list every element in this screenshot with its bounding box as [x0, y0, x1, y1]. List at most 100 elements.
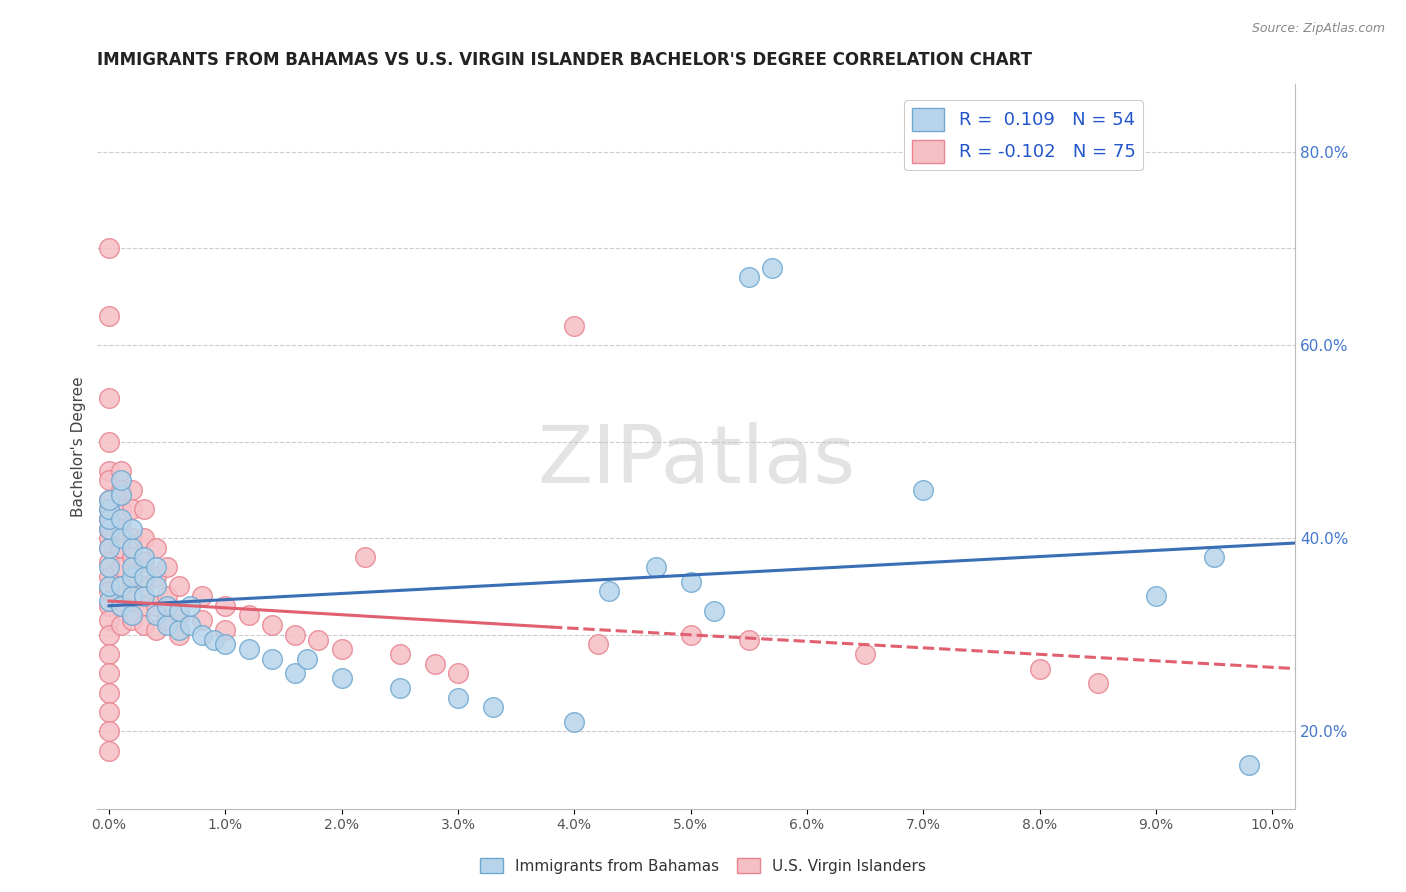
Point [1087, 676, 1109, 690]
Point [121, 589, 143, 603]
Point [562, 318, 585, 333]
Point [738, 632, 761, 647]
Point [98, 502, 121, 516]
Point [191, 589, 214, 603]
Point [98, 579, 121, 593]
Point [167, 623, 190, 637]
Point [98, 705, 121, 719]
Text: IMMIGRANTS FROM BAHAMAS VS U.S. VIRGIN ISLANDER BACHELOR'S DEGREE CORRELATION CH: IMMIGRANTS FROM BAHAMAS VS U.S. VIRGIN I… [97, 51, 1032, 69]
Point [98, 492, 121, 507]
Point [98, 584, 121, 599]
Point [912, 483, 935, 497]
Point [156, 589, 179, 603]
Point [110, 579, 132, 593]
Point [132, 589, 155, 603]
Point [156, 613, 179, 627]
Point [145, 570, 167, 584]
Point [110, 483, 132, 497]
Point [423, 657, 446, 671]
Point [98, 473, 121, 487]
Point [110, 531, 132, 545]
Point [98, 512, 121, 526]
Point [98, 647, 121, 661]
Point [110, 473, 132, 487]
Legend: R =  0.109   N = 54, R = -0.102   N = 75: R = 0.109 N = 54, R = -0.102 N = 75 [904, 101, 1143, 170]
Point [853, 647, 876, 661]
Point [738, 270, 761, 285]
Point [260, 618, 283, 632]
Point [284, 666, 307, 681]
Point [121, 560, 143, 574]
Point [98, 492, 121, 507]
Point [132, 618, 155, 632]
Point [132, 570, 155, 584]
Point [98, 522, 121, 536]
Point [761, 260, 783, 275]
Point [121, 502, 143, 516]
Point [284, 628, 307, 642]
Point [1202, 550, 1225, 565]
Point [110, 579, 132, 593]
Point [98, 613, 121, 627]
Point [388, 647, 411, 661]
Point [98, 434, 121, 449]
Point [110, 599, 132, 613]
Point [214, 637, 236, 651]
Point [156, 599, 179, 613]
Point [132, 555, 155, 569]
Point [98, 522, 121, 536]
Point [98, 594, 121, 608]
Point [1028, 662, 1050, 676]
Point [98, 531, 121, 545]
Point [110, 488, 132, 502]
Point [238, 642, 260, 657]
Point [260, 652, 283, 666]
Point [145, 579, 167, 593]
Text: ZIPatlas: ZIPatlas [537, 422, 855, 500]
Point [214, 599, 236, 613]
Point [98, 560, 121, 574]
Point [1144, 589, 1167, 603]
Point [679, 628, 702, 642]
Point [98, 541, 121, 555]
Point [98, 628, 121, 642]
Point [167, 608, 190, 623]
Point [179, 618, 201, 632]
Point [98, 686, 121, 700]
Point [98, 744, 121, 758]
Y-axis label: Bachelor's Degree: Bachelor's Degree [72, 376, 86, 516]
Point [145, 541, 167, 555]
Legend: Immigrants from Bahamas, U.S. Virgin Islanders: Immigrants from Bahamas, U.S. Virgin Isl… [474, 852, 932, 880]
Point [1237, 758, 1260, 772]
Point [98, 666, 121, 681]
Point [121, 483, 143, 497]
Point [132, 579, 155, 593]
Point [121, 550, 143, 565]
Point [330, 671, 353, 685]
Point [110, 522, 132, 536]
Point [98, 512, 121, 526]
Point [98, 464, 121, 478]
Point [110, 560, 132, 574]
Point [121, 613, 143, 627]
Point [121, 541, 143, 555]
Point [145, 599, 167, 613]
Point [121, 531, 143, 545]
Point [110, 512, 132, 526]
Point [447, 666, 470, 681]
Point [98, 241, 121, 255]
Point [98, 309, 121, 323]
Point [156, 618, 179, 632]
Point [110, 541, 132, 555]
Point [132, 502, 155, 516]
Point [191, 613, 214, 627]
Point [167, 628, 190, 642]
Point [98, 391, 121, 405]
Text: Source: ZipAtlas.com: Source: ZipAtlas.com [1251, 22, 1385, 36]
Point [121, 608, 143, 623]
Point [98, 724, 121, 739]
Point [132, 531, 155, 545]
Point [98, 555, 121, 569]
Point [110, 464, 132, 478]
Point [145, 623, 167, 637]
